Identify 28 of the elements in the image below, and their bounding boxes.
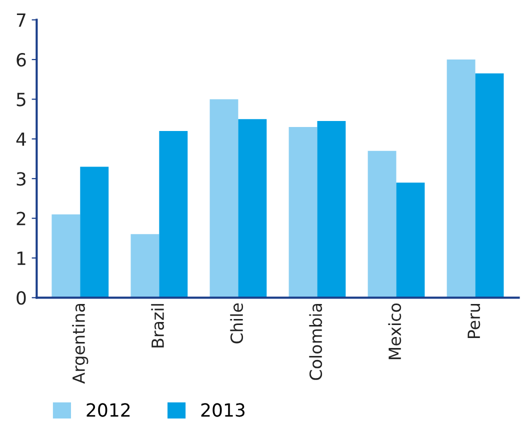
y-tick-label: 3 [16, 172, 26, 186]
bar [130, 234, 160, 298]
bar [210, 99, 238, 298]
y-tick-label: 1 [17, 252, 26, 265]
y-tick-label: 5 [16, 92, 26, 106]
bar [475, 73, 504, 298]
bar [159, 130, 188, 298]
bar [52, 214, 80, 298]
y-tick-label: 6 [16, 52, 26, 67]
y-tick-label: 2 [16, 212, 26, 226]
x-tick-label: Chile [230, 303, 244, 344]
bar [446, 60, 476, 298]
y-tick-label: 0 [16, 291, 26, 305]
bar [80, 166, 109, 298]
x-tick-label: Argentina [72, 304, 88, 384]
bar [368, 150, 396, 298]
x-tick-label: Colombia [309, 304, 322, 380]
bar [288, 127, 318, 298]
y-tick-label: 4 [16, 132, 26, 146]
y-tick-label: 7 [16, 14, 26, 27]
x-tick-label: Mexico [388, 303, 402, 360]
bar [317, 121, 346, 298]
legend-label: 2012 [86, 403, 130, 417]
x-tick-label: Peru [468, 304, 480, 338]
legend-label: 2013 [201, 403, 244, 417]
x-tick-label: Brazil [151, 304, 164, 348]
bar [238, 119, 267, 298]
bar [396, 182, 425, 298]
